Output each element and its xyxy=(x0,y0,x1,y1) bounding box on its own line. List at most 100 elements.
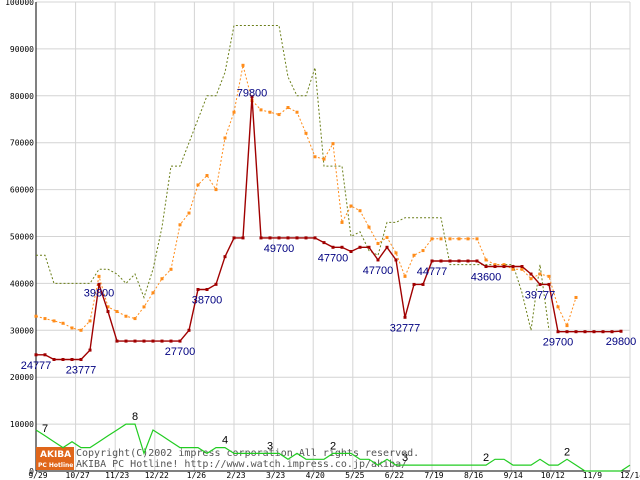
x-tick-label: 10/27 xyxy=(66,471,90,480)
avg-price-point xyxy=(178,223,182,227)
avg-price-point xyxy=(349,204,353,208)
min-price-point xyxy=(565,330,569,334)
avg-price-point xyxy=(295,110,299,114)
min-price-label: 32777 xyxy=(390,322,421,334)
avg-price-point xyxy=(385,235,389,239)
min-price-point xyxy=(295,236,299,240)
count-label: 7 xyxy=(42,423,48,435)
min-price-point xyxy=(124,339,128,343)
min-price-point xyxy=(43,353,47,357)
y-tick-label: 40000 xyxy=(10,279,34,288)
min-price-label: 24777 xyxy=(21,360,52,372)
y-tick-label: 0 xyxy=(29,467,34,476)
min-price-point xyxy=(79,357,83,361)
avg-price-point xyxy=(493,263,497,267)
x-tick-label: 5/25 xyxy=(345,471,364,480)
avg-price-point xyxy=(574,295,578,299)
avg-price-point xyxy=(151,291,155,295)
avg-price-point xyxy=(529,277,533,281)
y-tick-label: 90000 xyxy=(10,45,34,54)
avg-price-point xyxy=(322,157,326,161)
min-price-point xyxy=(223,255,227,259)
min-price-point xyxy=(349,250,353,254)
avg-price-point xyxy=(466,237,470,241)
min-price-label: 47700 xyxy=(363,265,394,277)
min-price-point xyxy=(619,329,623,333)
x-tick-label: 1/26 xyxy=(187,471,206,480)
min-price-point xyxy=(412,282,416,286)
min-price-label: 27700 xyxy=(165,346,196,358)
min-price-point xyxy=(592,330,596,334)
avg-price-point xyxy=(502,263,506,267)
min-price-label: 79800 xyxy=(237,88,268,100)
min-price-point xyxy=(178,339,182,343)
avg-price-point xyxy=(304,131,308,135)
min-price-point xyxy=(340,245,344,249)
min-price-label: 39777 xyxy=(525,289,556,301)
series-layer xyxy=(34,25,631,472)
avg-price-point xyxy=(115,310,119,314)
avg-price-point xyxy=(277,113,281,117)
avg-price-point xyxy=(565,324,569,328)
avg-price-point xyxy=(556,305,560,309)
avg-price-point xyxy=(394,251,398,255)
x-tick-label: 11/9 xyxy=(583,471,602,480)
avg-price-point xyxy=(520,267,524,271)
min-price-point xyxy=(502,265,506,269)
logo-text-top: AKIBA xyxy=(40,450,71,460)
x-tick-label: 3/23 xyxy=(266,471,285,480)
min-price-point xyxy=(286,236,290,240)
avg-price-point xyxy=(358,209,362,213)
min-price-point xyxy=(34,353,38,357)
min-price-point xyxy=(88,348,92,352)
min-price-point xyxy=(205,287,209,291)
y-axis-ticks: 1000009000080000700006000050000400003000… xyxy=(5,0,34,476)
logo-box xyxy=(36,447,74,470)
min-price-point xyxy=(385,245,389,249)
avg-price-point xyxy=(124,314,128,318)
avg-price-point xyxy=(34,314,38,318)
min-price-point xyxy=(583,330,587,334)
min-price-point xyxy=(133,339,137,343)
min-price-label: 29700 xyxy=(543,337,574,349)
min-price-point xyxy=(160,339,164,343)
min-price-point xyxy=(331,245,335,249)
avg-price-point xyxy=(268,110,272,114)
min-price-label: 49700 xyxy=(264,243,295,255)
avg-price-point xyxy=(376,242,380,246)
copyright-watermark: AKIBA PC Hotline! Copyright(C)2002 impre… xyxy=(36,447,419,470)
count-label: 2 xyxy=(564,446,570,458)
avg-price-point xyxy=(205,174,209,178)
avg-price-point xyxy=(160,277,164,281)
min-price-point xyxy=(250,95,254,99)
avg-price-point xyxy=(232,110,236,114)
min-price-point xyxy=(259,236,263,240)
y-tick-label: 20000 xyxy=(10,373,34,382)
y-tick-label: 80000 xyxy=(10,92,34,101)
min-price-line xyxy=(36,96,622,361)
avg-price-point xyxy=(448,237,452,241)
min-price-label: 29800 xyxy=(606,336,637,348)
min-price-point xyxy=(97,282,101,286)
min-price-point xyxy=(457,259,461,263)
min-price-point xyxy=(493,265,497,269)
avg-price-point xyxy=(106,305,110,309)
avg-price-point xyxy=(286,106,290,110)
avg-price-point xyxy=(70,326,74,330)
logo-text-bottom: PC Hotline! xyxy=(38,462,76,469)
count-label: 2 xyxy=(330,440,336,452)
avg-price-point xyxy=(223,136,227,140)
avg-price-point xyxy=(331,142,335,146)
avg-price-point xyxy=(133,317,137,321)
avg-price-point xyxy=(169,267,173,271)
avg-price-point xyxy=(484,258,488,262)
count-label: 4 xyxy=(222,435,228,447)
min-price-point xyxy=(232,236,236,240)
avg-price-point xyxy=(421,249,425,253)
watermark-line-2: AKIBA PC Hotline! http://www.watch.impre… xyxy=(76,459,407,470)
min-price-label: 39800 xyxy=(84,287,115,299)
avg-price-point xyxy=(430,237,434,241)
x-tick-label: 9/14 xyxy=(504,471,523,480)
x-tick-label: 9/29 xyxy=(28,471,47,480)
